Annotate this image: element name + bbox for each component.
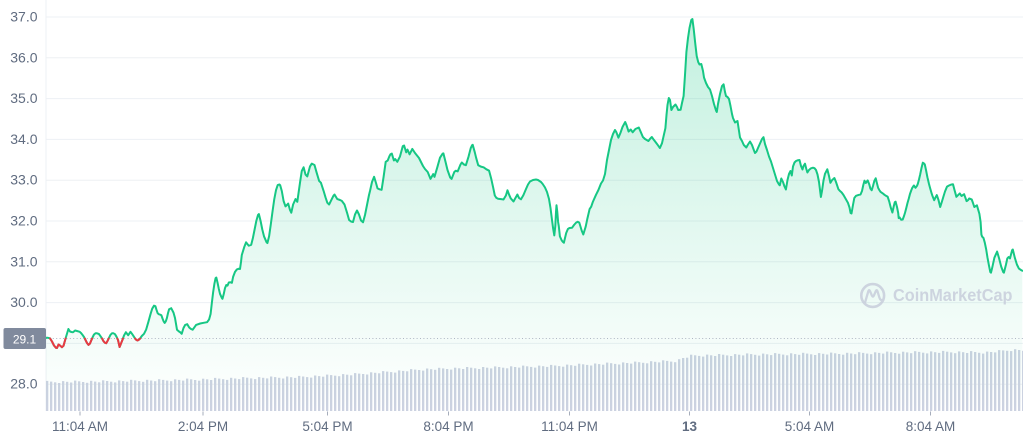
svg-text:8:04 AM: 8:04 AM bbox=[906, 419, 956, 434]
svg-text:CoinMarketCap: CoinMarketCap bbox=[893, 285, 1013, 305]
svg-text:29.1: 29.1 bbox=[13, 333, 37, 347]
svg-text:11:04 AM: 11:04 AM bbox=[52, 419, 108, 434]
svg-text:37.0: 37.0 bbox=[10, 9, 37, 25]
svg-text:28.0: 28.0 bbox=[10, 376, 37, 392]
svg-text:36.0: 36.0 bbox=[10, 49, 37, 65]
svg-text:35.0: 35.0 bbox=[10, 90, 37, 106]
svg-text:13: 13 bbox=[682, 419, 698, 434]
svg-text:11:04 PM: 11:04 PM bbox=[541, 419, 598, 434]
svg-text:2:04 PM: 2:04 PM bbox=[178, 419, 228, 434]
svg-text:32.0: 32.0 bbox=[10, 213, 37, 229]
svg-text:33.0: 33.0 bbox=[10, 172, 37, 188]
svg-text:31.0: 31.0 bbox=[10, 253, 37, 269]
svg-text:8:04 PM: 8:04 PM bbox=[423, 419, 473, 434]
svg-text:5:04 PM: 5:04 PM bbox=[302, 419, 352, 434]
svg-text:34.0: 34.0 bbox=[10, 131, 37, 147]
svg-text:5:04 AM: 5:04 AM bbox=[785, 419, 835, 434]
svg-text:30.0: 30.0 bbox=[10, 294, 37, 310]
